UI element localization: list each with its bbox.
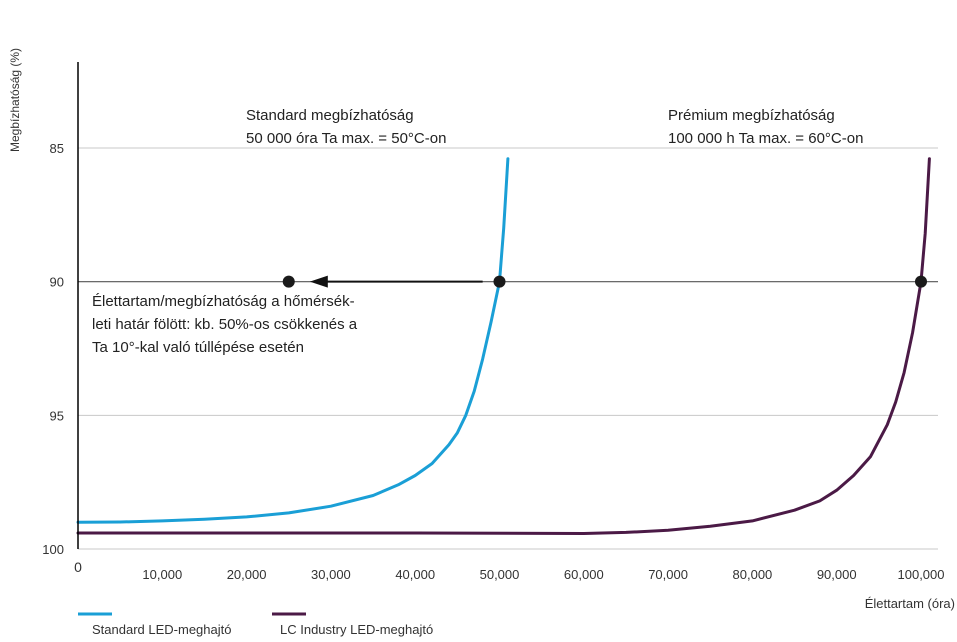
x-tick-label: 70,000 [648, 567, 688, 582]
x-tick-label: 0 [74, 559, 82, 575]
legend-label-standard: Standard LED-meghajtó [92, 622, 231, 637]
arrow-group [309, 275, 483, 288]
series-lines [76, 157, 931, 535]
x-tick-label: 50,000 [480, 567, 520, 582]
x-tick-label: 60,000 [564, 567, 604, 582]
marker-points [282, 275, 927, 288]
tick-labels: 85 90 95 100 0 10,000 20,000 30,000 40,000 50,000… [42, 141, 944, 582]
arrow-head [309, 275, 328, 288]
x-tick-label: 20,000 [227, 567, 267, 582]
x-tick-label: 40,000 [395, 567, 435, 582]
legend-label-lc-industry: LC Industry LED-meghajtó [280, 622, 433, 637]
x-tick-label: 90,000 [817, 567, 857, 582]
premium-annotation-line2: 100 000 h Ta max. = 60°C-on [668, 130, 863, 147]
standard-annotation-line2: 50 000 óra Ta max. = 50°C-on [246, 130, 446, 147]
marker-point [915, 275, 927, 288]
marker-point [282, 275, 295, 288]
marker-point [493, 275, 506, 288]
note-annotation-line3: Ta 10°-kal való túllépése esetén [92, 339, 304, 356]
y-axis-title: Megbízhatóság (%) [8, 48, 22, 152]
note-annotation-line1: Élettartam/megbízhatóság a hőmérsék- [92, 293, 355, 310]
x-tick-label: 10,000 [142, 567, 182, 582]
x-tick-label: 30,000 [311, 567, 351, 582]
grid-lines [78, 147, 938, 550]
y-tick-label: 90 [50, 275, 64, 290]
x-tick-label: 100,000 [898, 567, 945, 582]
note-annotation-line2: leti határ fölött: kb. 50%-os csökkenés … [92, 316, 358, 333]
y-tick-label: 100 [42, 542, 64, 557]
series-line-lc-industry [76, 157, 931, 535]
series-line-standard [76, 157, 510, 524]
x-tick-label: 80,000 [733, 567, 773, 582]
standard-annotation-line1: Standard megbízhatóság [246, 107, 414, 124]
y-tick-label: 85 [50, 141, 64, 156]
legend: Standard LED-meghajtó LC Industry LED-me… [78, 612, 433, 637]
x-axis-title: Élettartam (óra) [865, 596, 955, 611]
y-tick-label: 95 [50, 408, 64, 423]
premium-annotation-line1: Prémium megbízhatóság [668, 107, 835, 124]
